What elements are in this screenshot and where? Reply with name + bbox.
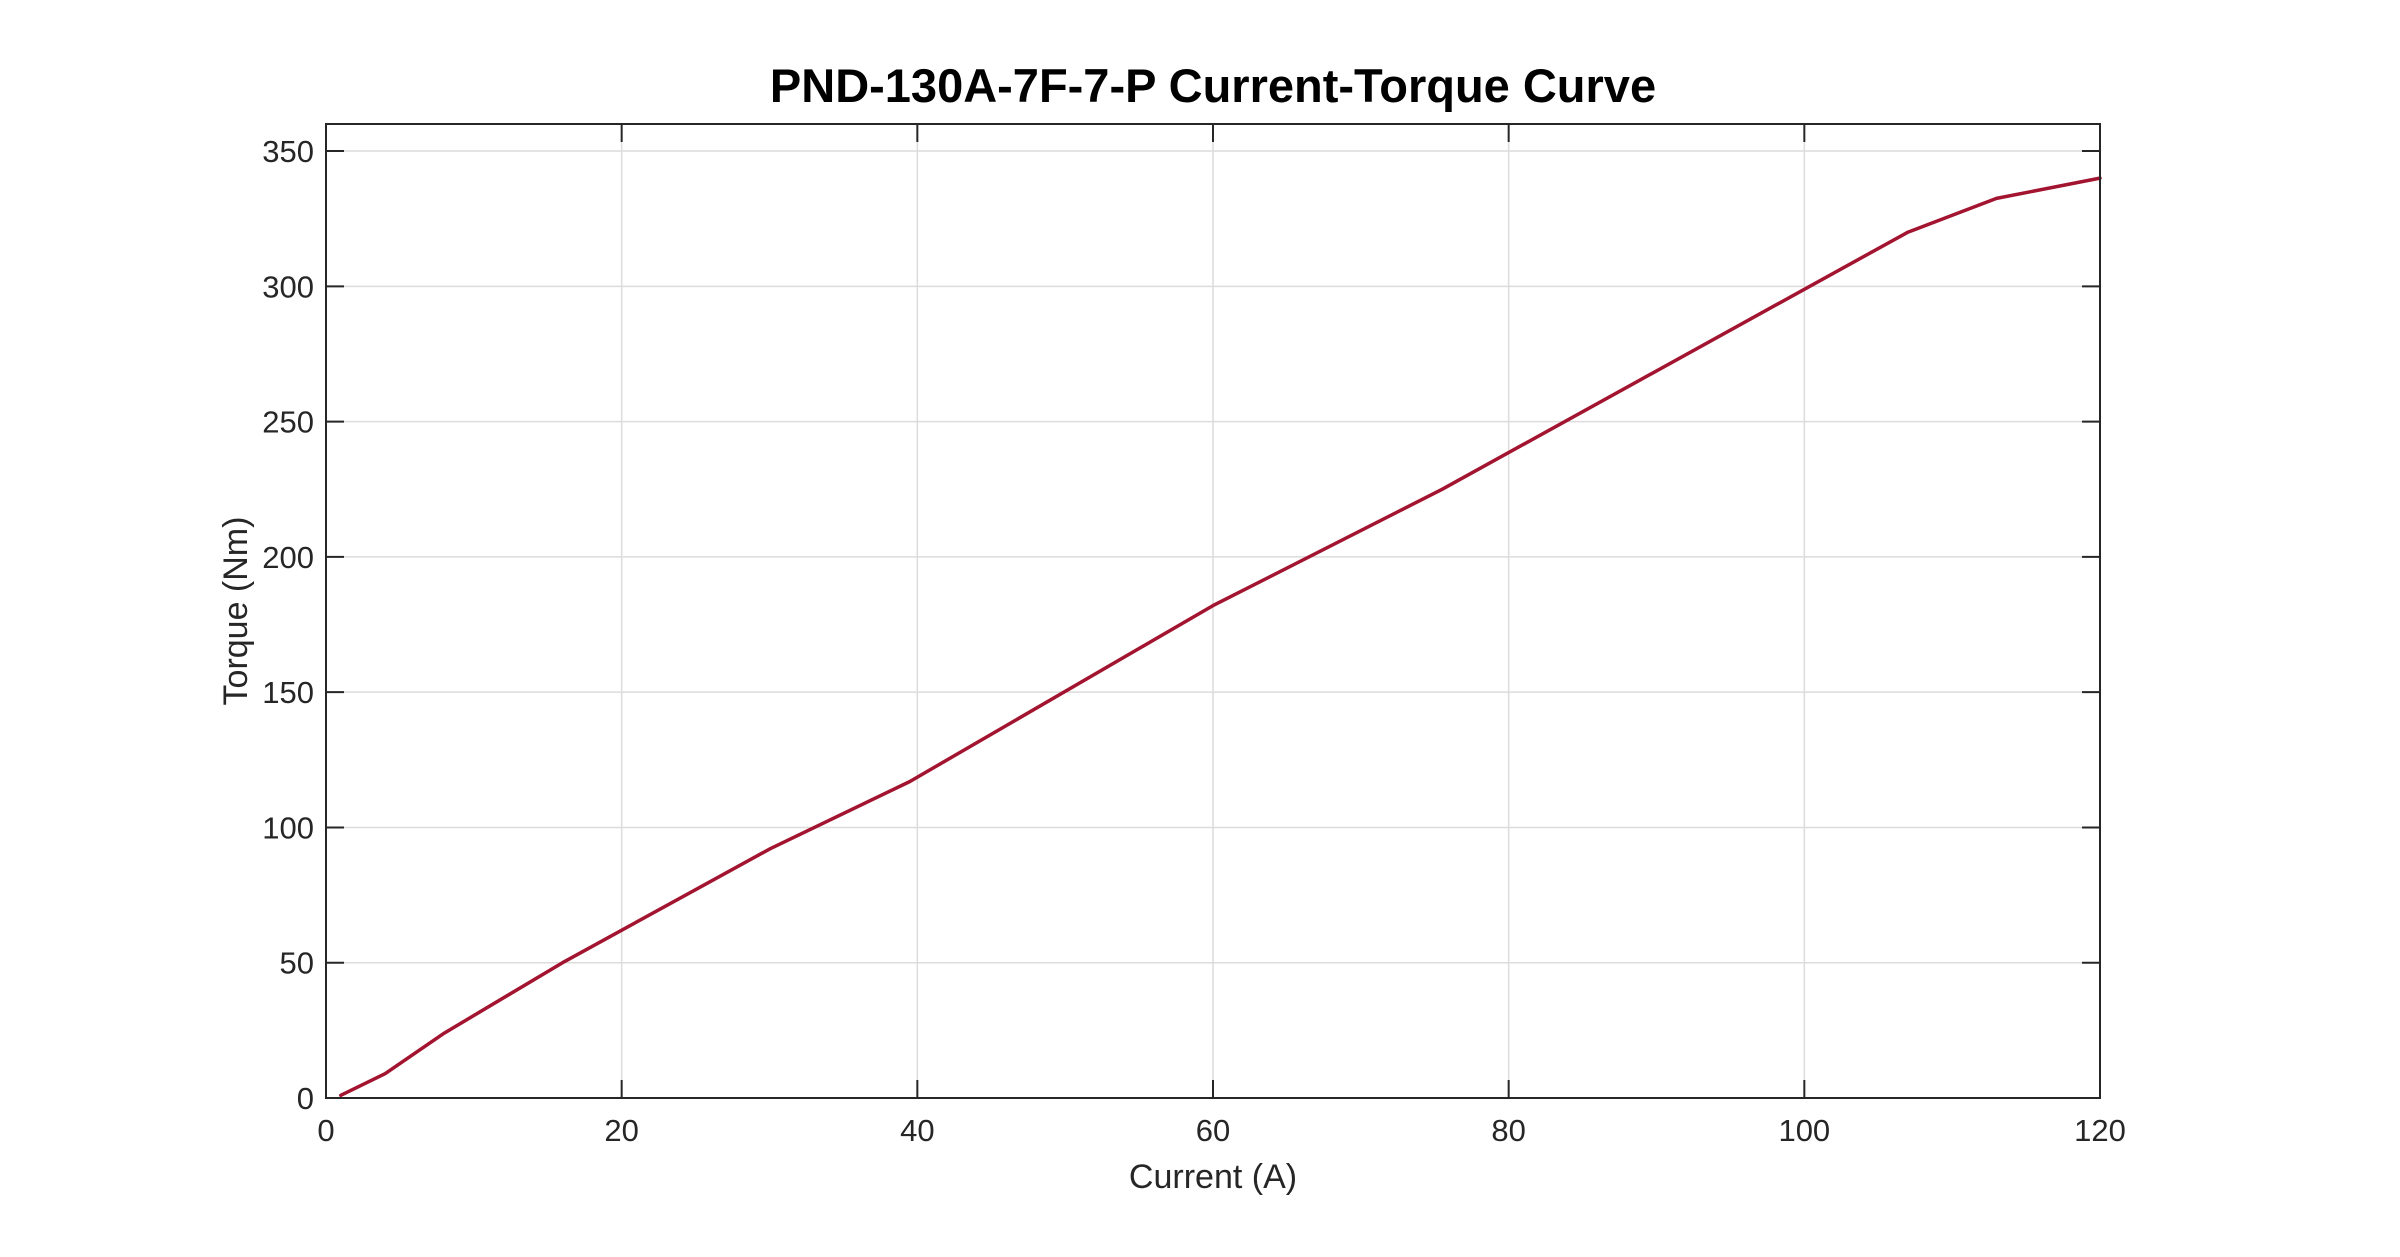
torque-series-line — [339, 176, 2102, 1098]
x-tick-label: 100 — [1778, 1113, 1830, 1148]
grid-lines — [326, 124, 2100, 1098]
y-axis-label: Torque (Nm) — [217, 517, 255, 706]
x-tick-label: 40 — [900, 1113, 934, 1148]
y-tick-label: 50 — [280, 946, 314, 981]
y-tick-label: 250 — [262, 405, 314, 440]
x-tick-labels: 0 20 40 60 80 100 120 — [317, 1113, 2125, 1148]
y-tick-label: 200 — [262, 540, 314, 575]
tick-marks — [325, 124, 2101, 1099]
x-tick-label: 120 — [2074, 1113, 2126, 1148]
y-tick-label: 0 — [297, 1081, 314, 1116]
x-tick-label: 0 — [317, 1113, 334, 1148]
y-tick-label: 350 — [262, 134, 314, 169]
data-series — [339, 176, 2102, 1098]
x-tick-label: 80 — [1491, 1113, 1525, 1148]
y-tick-label: 300 — [262, 269, 314, 304]
y-tick-label: 100 — [262, 810, 314, 845]
x-axis-label: Current (A) — [1129, 1158, 1297, 1196]
y-tick-label: 150 — [262, 675, 314, 710]
y-tick-labels: 0 50 100 150 200 250 300 350 — [262, 134, 314, 1116]
x-tick-label: 20 — [604, 1113, 638, 1148]
x-tick-label: 60 — [1196, 1113, 1230, 1148]
chart-title: PND-130A-7F-7-P Current-Torque Curve — [770, 59, 1656, 112]
